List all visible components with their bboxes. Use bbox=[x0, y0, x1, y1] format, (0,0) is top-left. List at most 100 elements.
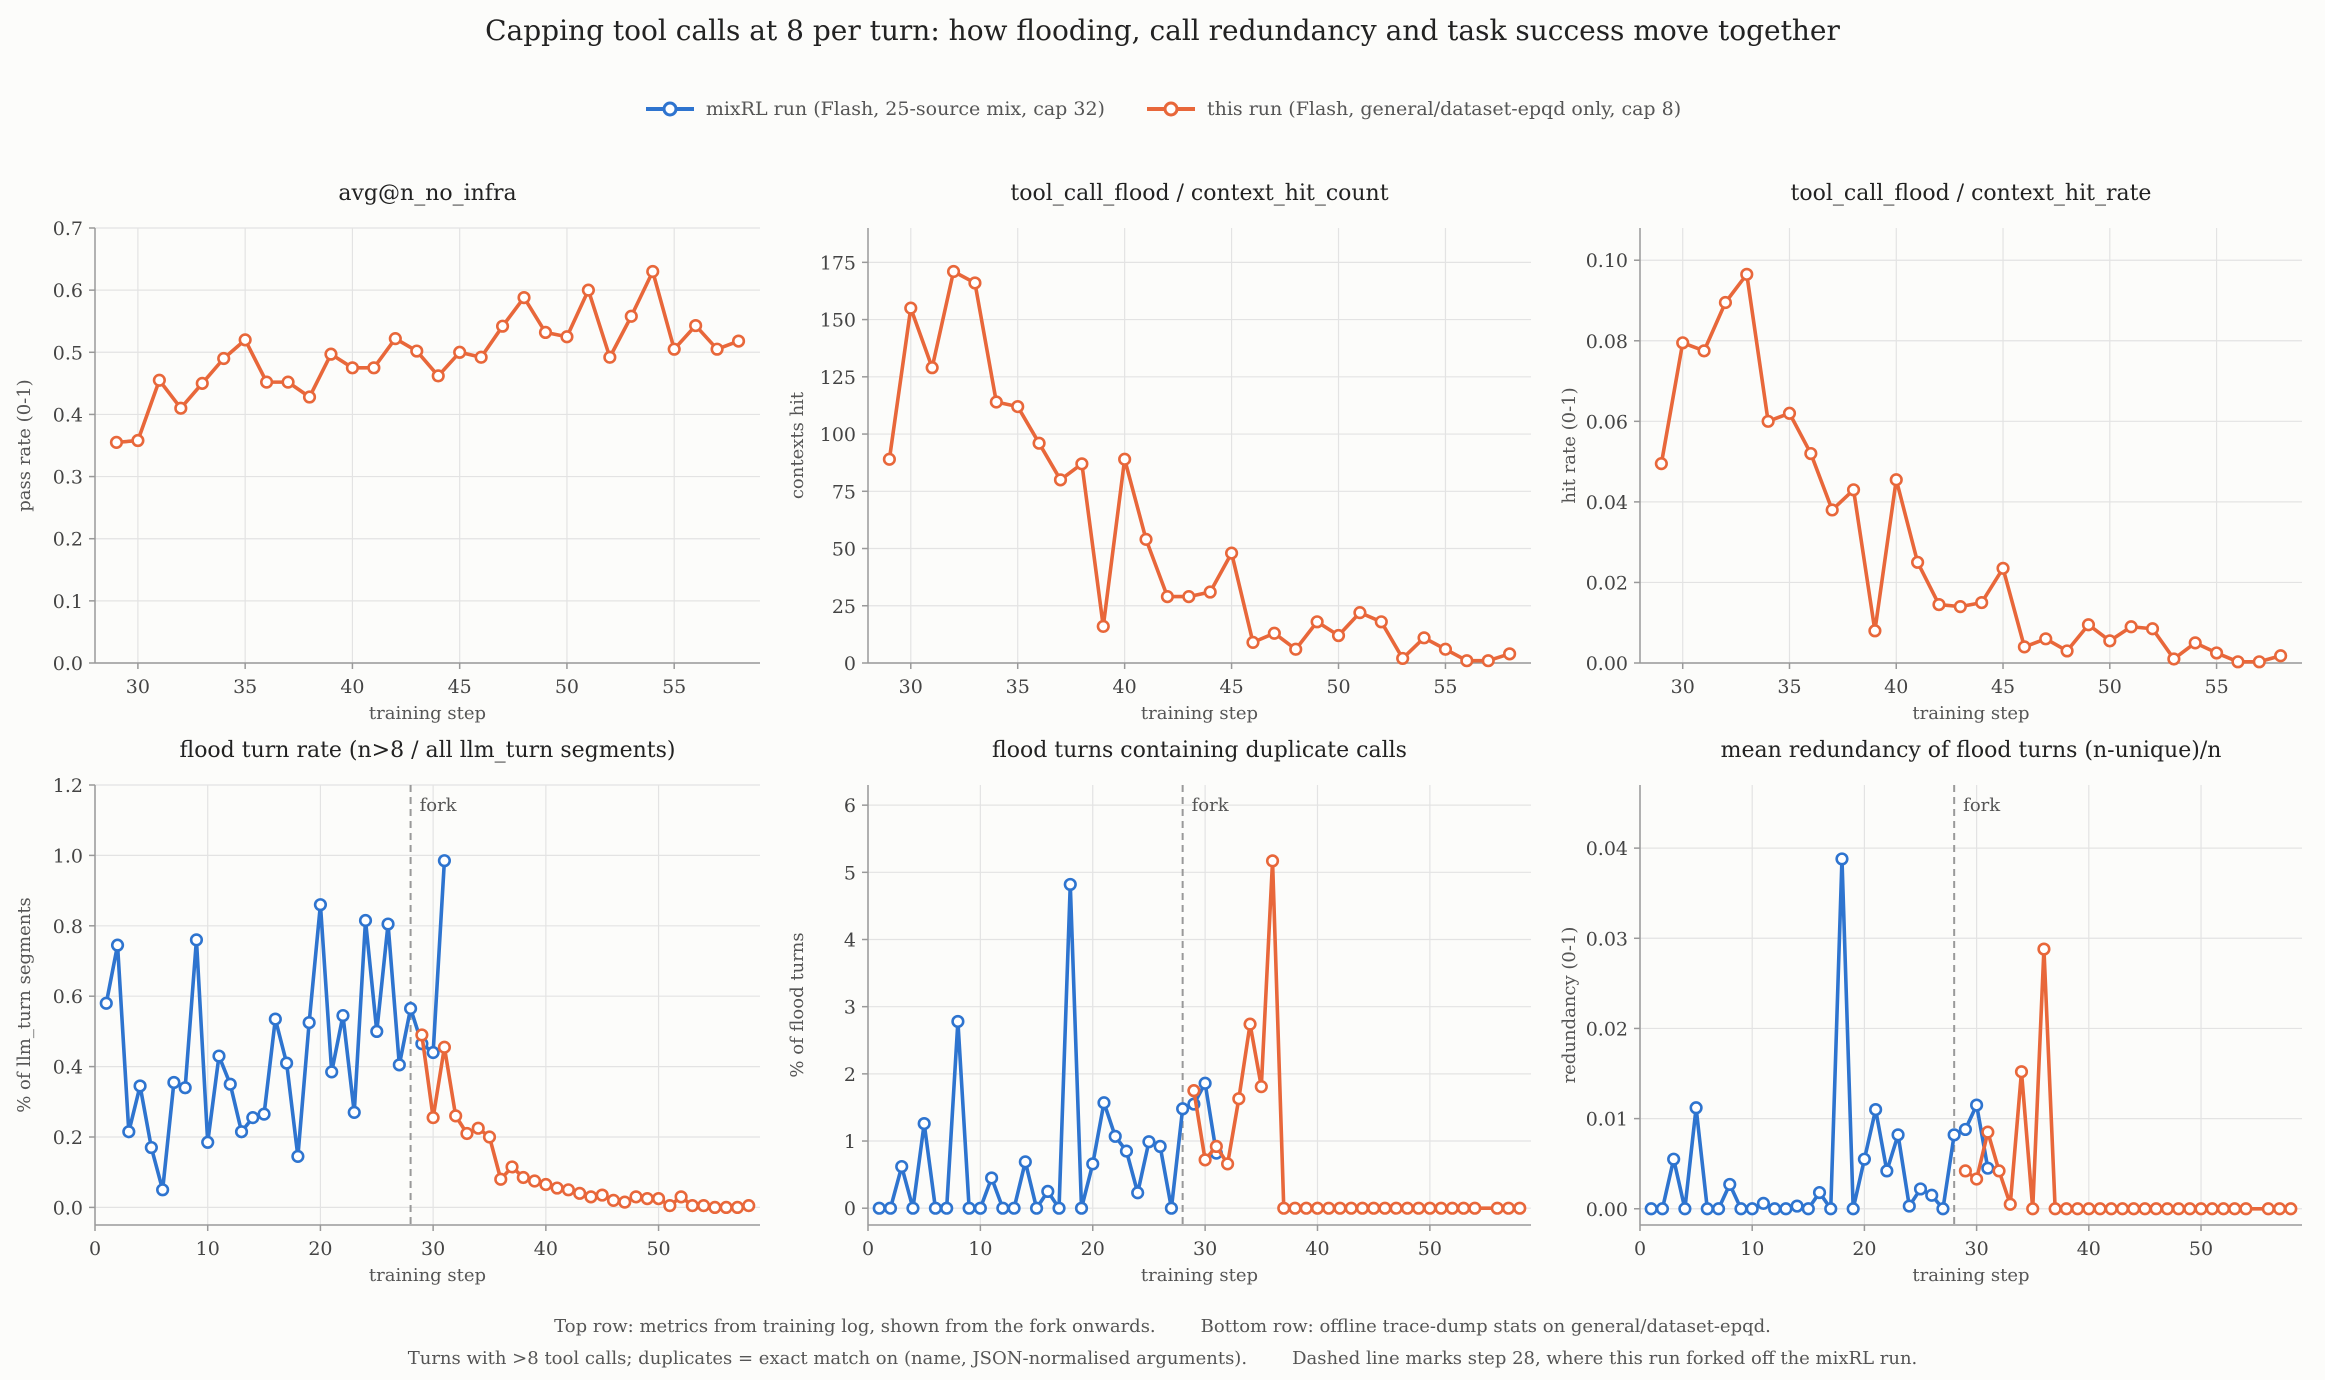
data-point-this bbox=[2228, 1202, 2242, 1216]
data-point-this bbox=[1445, 1201, 1459, 1215]
data-point-mixrl bbox=[257, 1107, 271, 1121]
data-point-this bbox=[2252, 655, 2266, 669]
data-point-this bbox=[131, 433, 145, 448]
data-point-this bbox=[1417, 631, 1431, 645]
data-point-mixrl bbox=[1790, 1199, 1804, 1213]
y-tick-label: 0.3 bbox=[53, 467, 83, 489]
data-point-this bbox=[324, 347, 338, 361]
data-point-mixrl bbox=[1958, 1122, 1972, 1137]
y-tick-label: 0.0 bbox=[53, 653, 83, 675]
data-point-this bbox=[1718, 295, 1733, 310]
data-point-this bbox=[1277, 1201, 1291, 1215]
data-point-mixrl bbox=[223, 1077, 237, 1091]
data-point-this bbox=[573, 1186, 587, 1200]
data-point-this bbox=[1246, 635, 1260, 649]
legend: mixRL run (Flash, 25-source mix, cap 32)… bbox=[0, 98, 2325, 120]
data-point-this bbox=[1676, 336, 1690, 350]
data-point-mixrl bbox=[973, 1201, 987, 1215]
data-point-this bbox=[2171, 1202, 2186, 1216]
data-point-this bbox=[109, 435, 124, 449]
data-point-this bbox=[1032, 436, 1046, 450]
data-point-this bbox=[152, 373, 166, 387]
data-point-this bbox=[2059, 1202, 2073, 1216]
data-point-mixrl bbox=[234, 1125, 249, 1139]
data-point-this bbox=[618, 1195, 632, 1209]
y-tick-label: 0.03 bbox=[1586, 928, 1628, 950]
data-point-mixrl bbox=[996, 1201, 1010, 1215]
series-line-this bbox=[420, 1034, 750, 1210]
data-point-this bbox=[494, 1172, 508, 1186]
data-point-this bbox=[1513, 1201, 1527, 1215]
x-axis-label: training step bbox=[1912, 703, 2029, 724]
data-point-this bbox=[968, 276, 982, 290]
data-point-mixrl bbox=[1891, 1128, 1905, 1142]
y-tick-label: 0.02 bbox=[1586, 1018, 1628, 1040]
x-tick-label: 0 bbox=[1634, 1238, 1646, 1260]
y-tick-label: 6 bbox=[844, 795, 856, 817]
data-point-mixrl bbox=[437, 854, 452, 868]
data-point-this bbox=[1118, 452, 1132, 466]
data-point-this bbox=[2239, 1202, 2253, 1216]
data-point-this bbox=[581, 283, 595, 297]
y-tick-label: 0.2 bbox=[53, 529, 83, 551]
fork-label: fork bbox=[1192, 795, 1230, 816]
series-line-mixrl bbox=[1651, 857, 1990, 1211]
data-point-this bbox=[1468, 1201, 1482, 1215]
data-point-mixrl bbox=[1745, 1202, 1759, 1216]
data-point-this bbox=[1203, 585, 1217, 599]
data-point-this bbox=[595, 1188, 609, 1202]
data-point-mixrl bbox=[1869, 1102, 1883, 1117]
data-point-this bbox=[1288, 1201, 1302, 1215]
data-point-mixrl bbox=[1097, 1096, 1111, 1110]
y-tick-label: 0.1 bbox=[53, 591, 83, 613]
series-line-this bbox=[1964, 947, 2291, 1211]
chart-panel-1: 30 35 40 45 50 55 0.0 0.1 0.2 0.3 0.4 0.5 0.6 0.7 avg@… bbox=[14, 181, 760, 724]
data-point-this bbox=[2188, 636, 2202, 650]
data-point-mixrl bbox=[1734, 1202, 1748, 1216]
data-point-mixrl bbox=[1086, 1157, 1100, 1171]
data-point-this bbox=[904, 301, 918, 315]
data-point-this bbox=[640, 1191, 654, 1206]
data-point-this bbox=[1697, 344, 1711, 358]
data-point-this bbox=[925, 361, 939, 375]
legend-label-this: this run (Flash, general/dataset-epqd on… bbox=[1206, 98, 1682, 120]
data-point-this bbox=[195, 376, 209, 390]
x-axis-label: training step bbox=[1141, 1265, 1258, 1286]
data-point-mixrl bbox=[1063, 877, 1077, 892]
data-point-this bbox=[1053, 473, 1068, 487]
x-tick-label: 35 bbox=[233, 676, 257, 698]
series-line-this bbox=[1659, 272, 2282, 664]
data-point-mixrl bbox=[1164, 1201, 1179, 1215]
data-point-this bbox=[561, 1183, 575, 1197]
x-tick-label: 45 bbox=[448, 676, 472, 698]
y-tick-label: 1.0 bbox=[53, 845, 83, 867]
x-tick-label: 40 bbox=[2077, 1238, 2101, 1260]
data-point-mixrl bbox=[1768, 1202, 1782, 1216]
data-point-this bbox=[1139, 532, 1153, 546]
data-point-mixrl bbox=[156, 1183, 170, 1197]
data-point-mixrl bbox=[1880, 1164, 1894, 1178]
data-point-mixrl bbox=[883, 1201, 898, 1215]
data-point-this bbox=[495, 319, 510, 333]
data-point-mixrl bbox=[1723, 1177, 1737, 1192]
x-tick-label: 10 bbox=[1740, 1238, 1764, 1260]
y-tick-label: 0.4 bbox=[53, 1057, 83, 1079]
data-point-mixrl bbox=[268, 1012, 282, 1026]
data-point-this bbox=[2284, 1202, 2298, 1216]
panel-title: flood turns containing duplicate calls bbox=[992, 738, 1407, 763]
legend-label-mixrl: mixRL run (Flash, 25-source mix, cap 32) bbox=[705, 98, 1105, 120]
data-point-this bbox=[946, 264, 961, 279]
fork-label: fork bbox=[420, 795, 458, 816]
data-point-this bbox=[667, 342, 681, 356]
series-line-mixrl bbox=[879, 882, 1219, 1211]
data-point-mixrl bbox=[1667, 1152, 1681, 1166]
data-point-this bbox=[2003, 1197, 2017, 1211]
data-point-this bbox=[1267, 626, 1281, 640]
legend-item-this: this run (Flash, general/dataset-epqd on… bbox=[1145, 98, 1681, 120]
data-point-this bbox=[505, 1160, 519, 1174]
x-tick-label: 40 bbox=[340, 676, 364, 698]
data-point-mixrl bbox=[1052, 1201, 1066, 1215]
data-point-mixrl bbox=[872, 1201, 886, 1215]
data-point-this bbox=[1481, 654, 1495, 668]
data-point-this bbox=[1310, 1201, 1325, 1215]
